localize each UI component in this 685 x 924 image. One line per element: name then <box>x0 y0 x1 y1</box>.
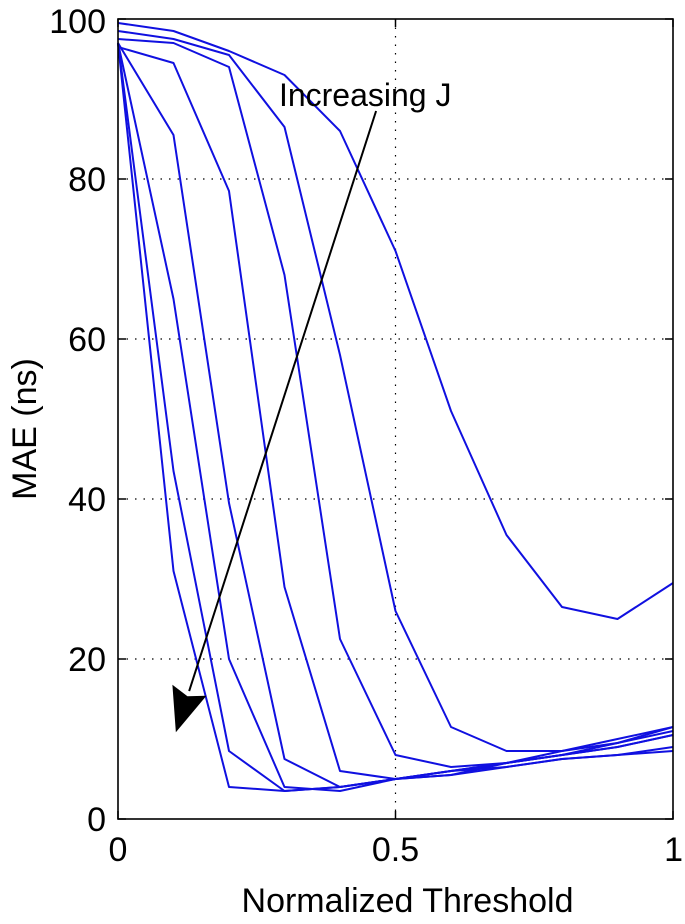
annotation-label: Increasing J <box>279 77 452 113</box>
x-tick-label: 1 <box>664 831 683 869</box>
series-line-4 <box>117 46 674 780</box>
series-line-1 <box>117 22 674 620</box>
y-tick-label: 80 <box>68 161 106 199</box>
annotation-arrow-head <box>172 684 207 733</box>
x-tick-label: 0.5 <box>372 831 419 869</box>
series-lines <box>117 22 674 792</box>
y-tick-label: 20 <box>68 641 106 679</box>
y-tick-label: 60 <box>68 321 106 359</box>
axes <box>117 18 674 820</box>
series-line-8 <box>117 42 674 792</box>
x-axis-label: Normalized Threshold <box>242 882 574 920</box>
grid-lines <box>118 19 673 819</box>
y-axis-label: MAE (ns) <box>6 358 44 500</box>
annotation: Increasing J <box>172 77 452 733</box>
annotation-arrow-shaft <box>188 110 378 692</box>
y-tick-label: 0 <box>87 801 106 839</box>
y-tick-label: 40 <box>68 481 106 519</box>
tick-labels: 0 0.5 1 0 20 40 60 80 100 <box>49 3 683 869</box>
series-line-2 <box>117 30 674 752</box>
x-tick-label: 0 <box>109 831 128 869</box>
y-tick-label: 100 <box>49 3 106 41</box>
